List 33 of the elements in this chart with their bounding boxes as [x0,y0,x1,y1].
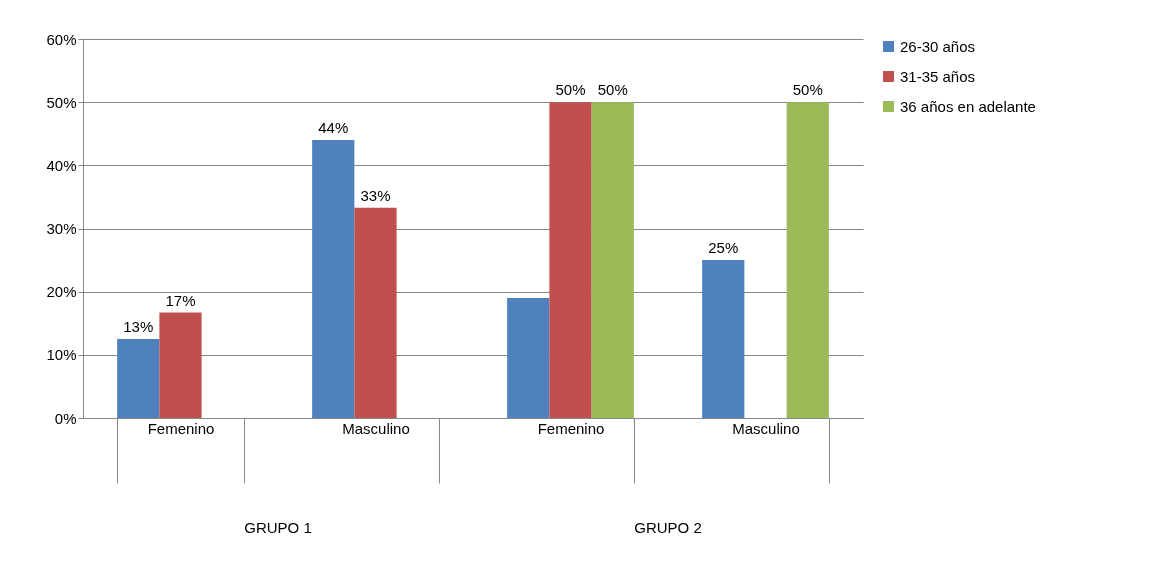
bar [312,140,355,418]
x-tick-label: Masculino [732,419,800,437]
y-tick-label: 50% [46,93,77,111]
data-label: 44% [318,119,349,137]
data-label: 17% [165,291,196,309]
y-tick-label: 20% [46,283,77,301]
legend-label: 36 años en adelante [900,97,1036,115]
text: GRUPO 2 [634,519,702,536]
bar [159,312,202,418]
bar [702,260,745,418]
bar [549,102,592,418]
x-tick-label: Femenino [537,419,605,437]
bar [354,207,397,418]
x-tick-label: Masculino [342,419,410,437]
bar [591,102,634,418]
y-tick-label: 10% [46,346,77,364]
data-label: 50% [555,81,586,99]
x-tick-label: Femenino [147,419,215,437]
data-label: 25% [708,239,739,257]
data-label: 33% [360,186,391,204]
y-tick-label: 30% [46,220,77,237]
y-tick-label: 0% [54,409,77,427]
text: GRUPO 1 [244,519,312,536]
bar [117,339,160,418]
data-label: 13% [123,318,154,336]
data-label: 50% [792,81,823,99]
data-label: 50% [597,81,628,99]
legend-label: 26-30 años [900,37,976,55]
y-tick-label: 40% [46,156,77,174]
y-tick-label: 60% [46,30,77,48]
bar [507,297,550,418]
bar [786,102,829,418]
legend-label: 31-35 años [900,67,976,85]
